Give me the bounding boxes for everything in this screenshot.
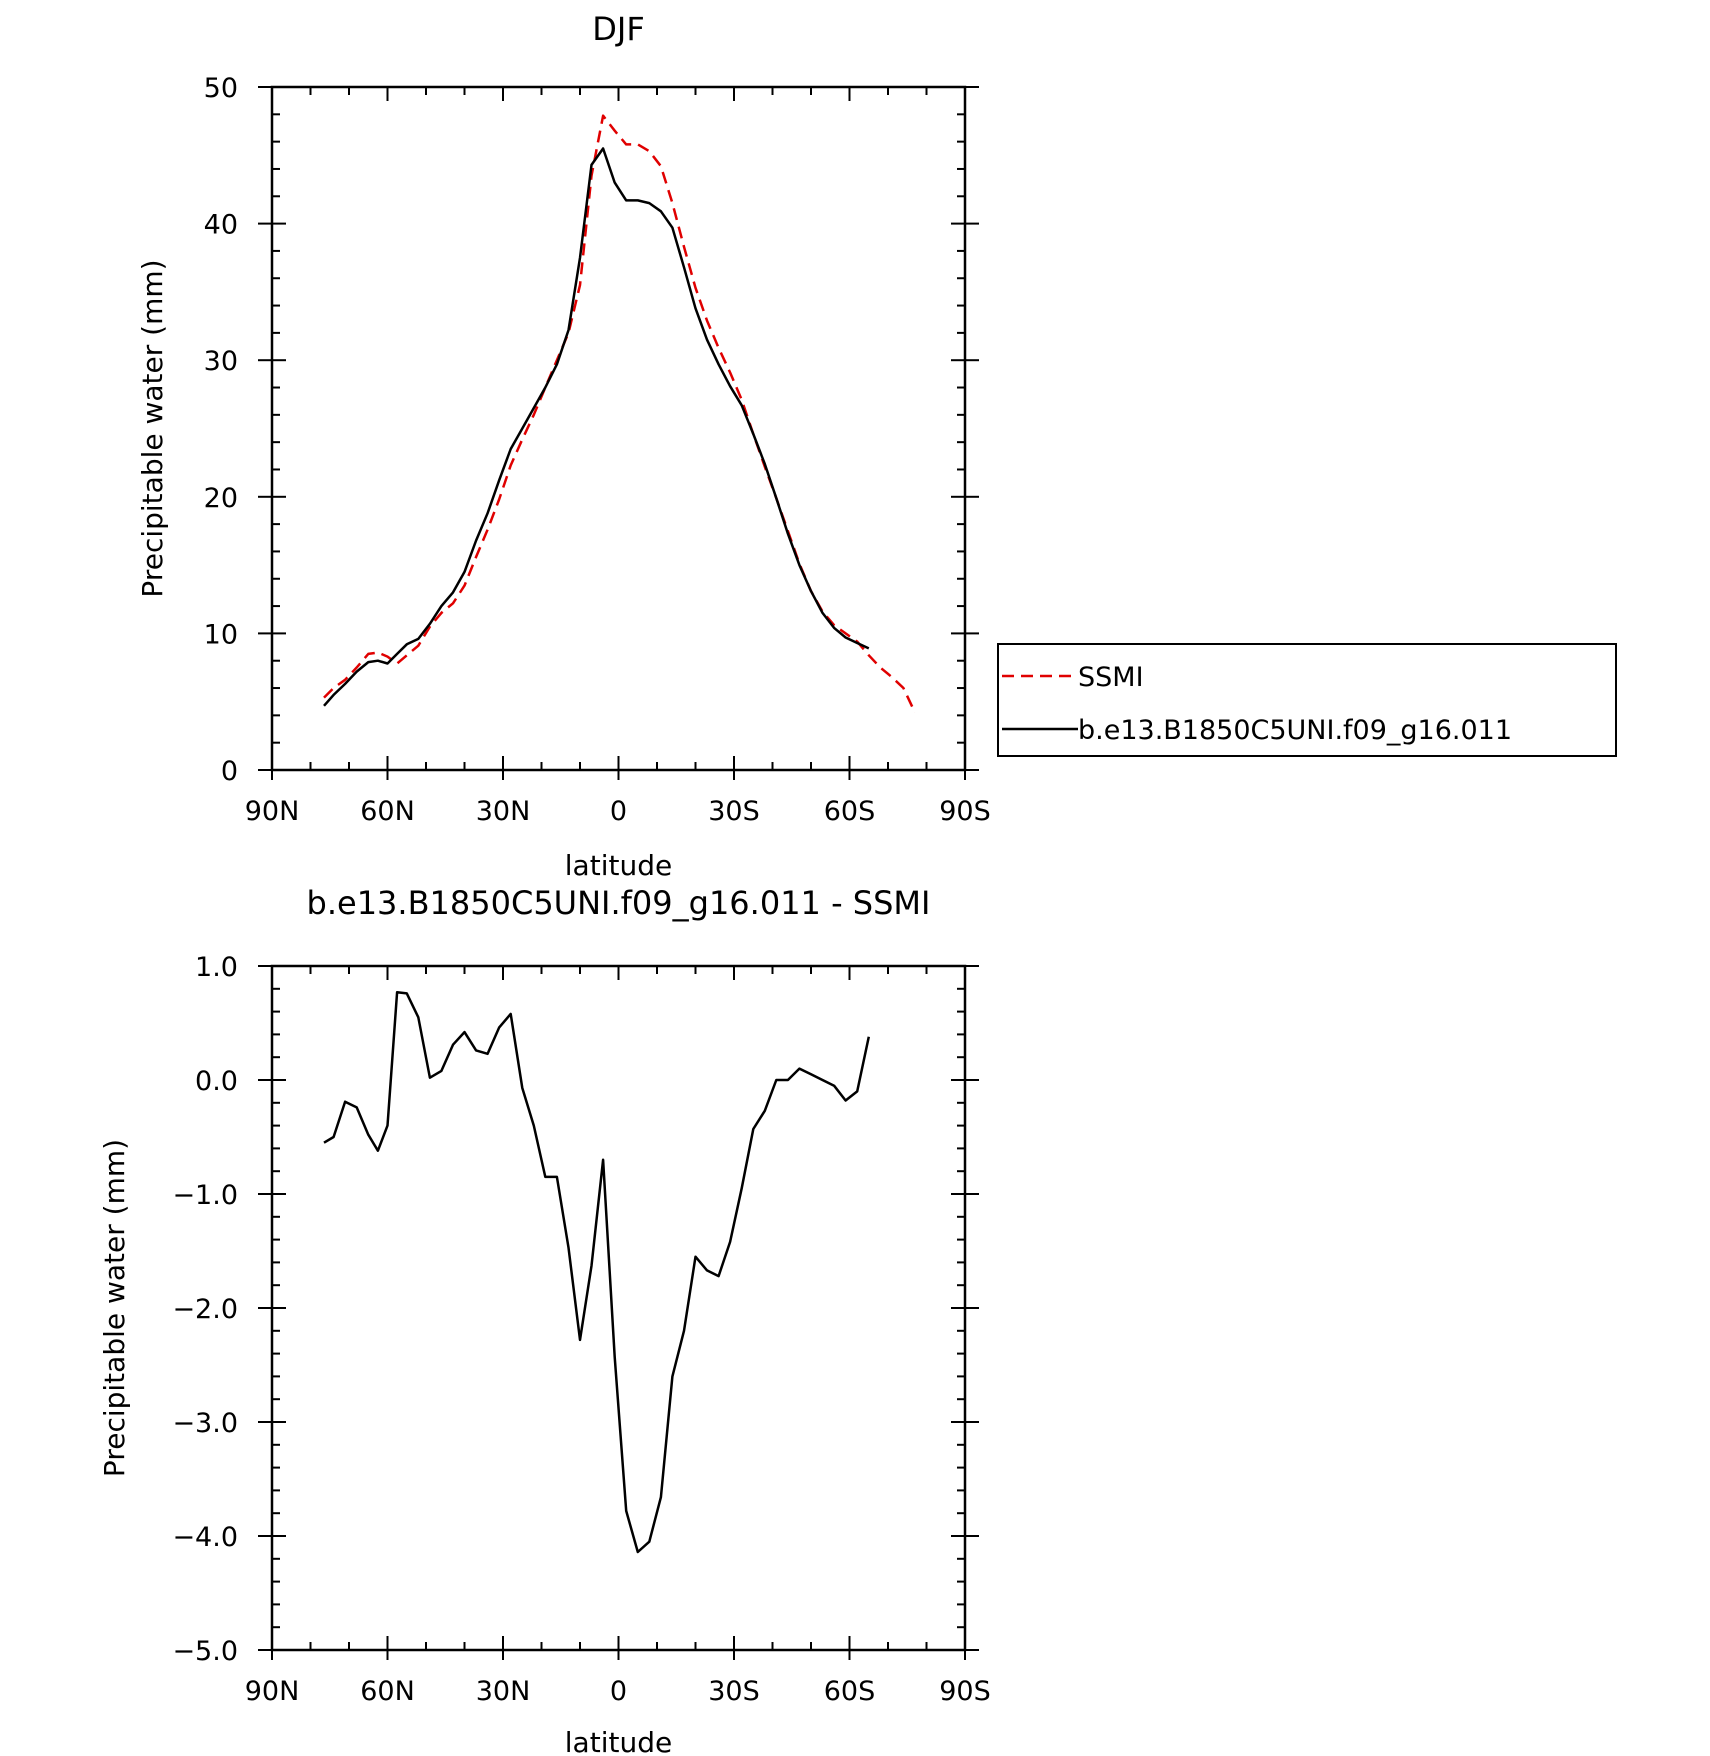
legend: SSMI b.e13.B1850C5UNI.f09_g16.011 <box>997 643 1617 757</box>
x-tick-label: 90S <box>939 1676 991 1707</box>
y-tick-label: 0.0 <box>195 1066 238 1097</box>
legend-label: SSMI <box>1078 662 1144 693</box>
y-tick-label: 20 <box>204 483 238 514</box>
x-tick-label: 90N <box>245 796 300 827</box>
x-tick-label: 0 <box>610 1676 627 1707</box>
y-tick-label: 30 <box>204 346 238 377</box>
y-tick-label: 50 <box>204 73 238 104</box>
x-tick-label: 90S <box>939 796 991 827</box>
x-tick-label: 60S <box>824 796 876 827</box>
panel-title: b.e13.B1850C5UNI.f09_g16.011 - SSMI <box>307 884 931 922</box>
legend-label: b.e13.B1850C5UNI.f09_g16.011 <box>1078 715 1512 746</box>
x-tick-label: 60N <box>360 1676 415 1707</box>
x-tick-label: 90N <box>245 1676 300 1707</box>
y-tick-label: −5.0 <box>172 1636 238 1667</box>
x-tick-label: 30S <box>708 1676 760 1707</box>
y-tick-label: 40 <box>204 210 238 241</box>
x-tick-label: 30N <box>476 1676 531 1707</box>
series-line-model <box>323 147 870 707</box>
panel-title: DJF <box>592 10 644 48</box>
y-tick-label: 10 <box>204 619 238 650</box>
y-axis-title: Precipitable water (mm) <box>98 1139 131 1477</box>
y-tick-label: −4.0 <box>172 1522 238 1553</box>
top-panel-djf: 90N 60N 30N 0 30S 60S 90S 0 10 20 30 40 50 DJF latitud… <box>136 10 991 882</box>
x-tick-label: 30N <box>476 796 531 827</box>
y-tick-label: 0 <box>221 756 238 787</box>
y-tick-label: 1.0 <box>195 952 238 983</box>
x-tick-label: 30S <box>708 796 760 827</box>
series-line-model <box>323 990 871 1554</box>
y-tick-label: −3.0 <box>172 1408 238 1439</box>
y-tick-label: −1.0 <box>172 1180 238 1211</box>
series-line-ssmi <box>323 114 917 714</box>
x-tick-label: 60N <box>360 796 415 827</box>
x-axis-title: latitude <box>565 1726 672 1756</box>
x-tick-label: 60S <box>824 1676 876 1707</box>
bottom-panel-difference: 90N 60N 30N 0 30S 60S 90S −5.0 −4.0 −3.0 −2.0 −1.0 0… <box>98 884 991 1756</box>
x-axis-title: latitude <box>565 849 672 882</box>
y-axis-title: Precipitable water (mm) <box>136 259 169 597</box>
y-tick-label: −2.0 <box>172 1294 238 1325</box>
legend-box <box>997 643 1617 757</box>
x-tick-label: 0 <box>610 796 627 827</box>
